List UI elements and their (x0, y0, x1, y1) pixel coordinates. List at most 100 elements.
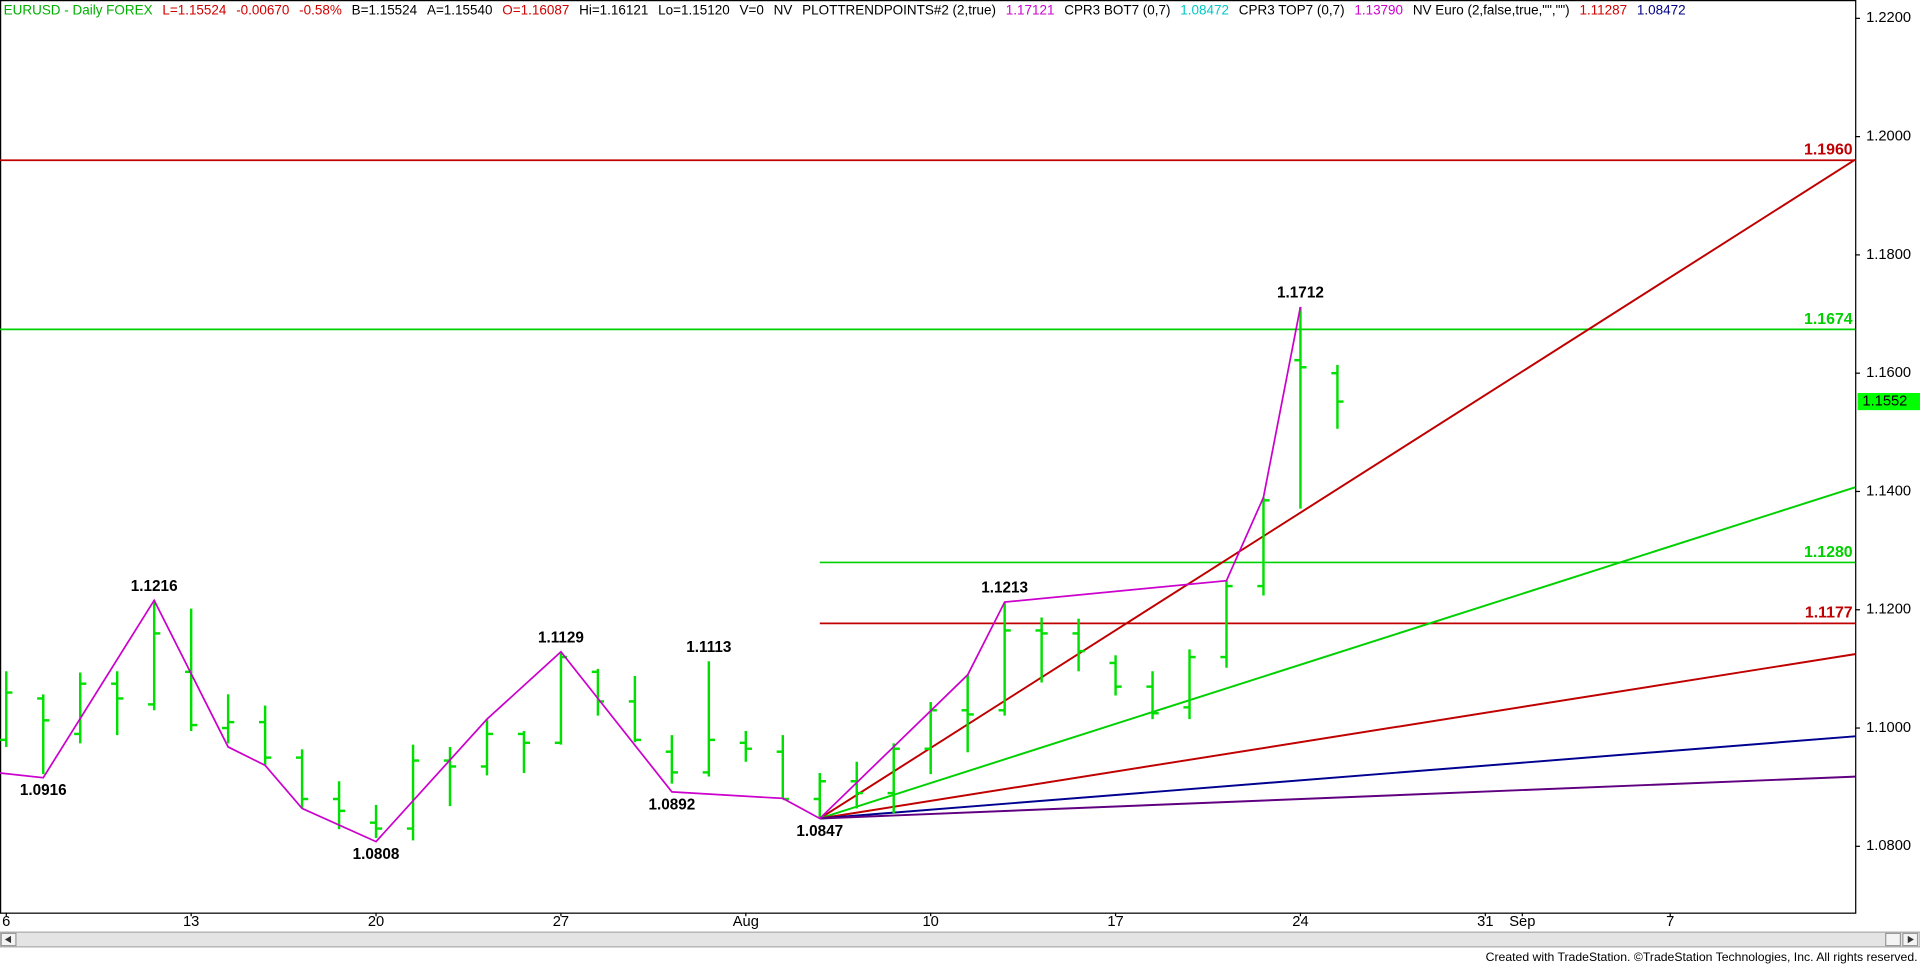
ohlc-bar (702, 661, 715, 777)
x-tick-label: 7 (1666, 914, 1674, 930)
level-label: 1.1280 (1804, 544, 1853, 561)
x-tick-label: 31 (1477, 914, 1493, 930)
trend-line (819, 486, 1856, 820)
header-item: -0.58% (299, 3, 342, 18)
plot-frame (0, 0, 1857, 914)
ohlc-bar (406, 744, 420, 841)
header-item: 1.13790 (1354, 3, 1403, 18)
ohlc-bar (1257, 497, 1270, 596)
ohlc-bar (295, 749, 309, 809)
ohlc-bar (998, 602, 1011, 716)
y-tick-label: 1.1800 (1866, 247, 1911, 263)
scrollbar[interactable] (0, 931, 1920, 948)
ohlc-bar (258, 705, 272, 766)
x-tick-label: Aug (733, 914, 759, 930)
trend-line (819, 735, 1856, 820)
ohlc-bar (1183, 649, 1196, 720)
ohlc-bar (1146, 671, 1159, 720)
y-tick-label: 1.2200 (1866, 10, 1911, 26)
trend-line (819, 775, 1856, 820)
header-item: V=0 (740, 3, 764, 18)
ohlc-bar (850, 761, 863, 809)
y-tick-label: 1.1000 (1866, 720, 1911, 736)
y-tick-label: 1.1600 (1866, 365, 1911, 381)
header-item: Hi=1.16121 (579, 3, 648, 18)
ohlc-bar (111, 671, 124, 736)
ohlc-bar (813, 772, 826, 819)
ohlc-bar (332, 781, 346, 830)
last-price-label: 1.1552 (1862, 393, 1907, 409)
ohlc-bar (1109, 655, 1122, 696)
header-item: 1.08472 (1180, 3, 1229, 18)
x-tick-label: 6 (2, 914, 10, 930)
scroll-track[interactable] (0, 931, 1920, 948)
y-tick-label: 1.1400 (1866, 483, 1911, 499)
x-tick-label: 13 (183, 914, 199, 930)
trend-line (819, 158, 1856, 820)
trend-line (819, 653, 1856, 820)
ohlc-bar (887, 743, 900, 814)
level-label: 1.1960 (1804, 142, 1853, 159)
footer: Created with TradeStation. ©TradeStation… (1486, 950, 1918, 964)
level-label: 1.1177 (1805, 605, 1853, 622)
swing-label: 1.0847 (796, 823, 843, 840)
ohlc-bar (739, 730, 752, 762)
header-item: 1.08472 (1637, 3, 1686, 18)
last-price-box (1857, 392, 1920, 411)
scroll-left-end[interactable] (1885, 932, 1902, 947)
header-item: EURUSD - Daily FOREX (4, 3, 153, 18)
plot-area (0, 158, 1856, 843)
ohlc-bar (1072, 618, 1085, 672)
arrow-icon (4, 935, 12, 944)
header-item: A=1.15540 (427, 3, 493, 18)
header-item: B=1.15524 (352, 3, 418, 18)
x-tick-label: 24 (1292, 914, 1308, 930)
ohlc-bar (222, 694, 235, 744)
ohlc-bar (1331, 364, 1344, 429)
y-tick-label: 1.2000 (1866, 128, 1911, 144)
x-tick-label: 20 (368, 914, 384, 930)
x-tick-label: Sep (1509, 914, 1535, 930)
ohlc-bar (628, 675, 642, 743)
swing-label: 1.0916 (20, 782, 67, 799)
ohlc-bar (1035, 617, 1048, 683)
ohlc-bar (665, 735, 678, 784)
swing-line (0, 306, 1302, 843)
header-item: L=1.15524 (162, 3, 227, 18)
level-label: 1.1674 (1804, 311, 1853, 328)
header-item: O=1.16087 (502, 3, 569, 18)
swing-label: 1.1129 (538, 629, 584, 646)
swing-label: 1.1213 (981, 580, 1028, 597)
header-item: 1.17121 (1006, 3, 1055, 18)
ohlc-bar (74, 672, 87, 744)
header-item: PLOTTRENDPOINTS#2 (2,true) (802, 3, 996, 18)
header-item: 1.11287 (1579, 3, 1627, 18)
swing-label: 1.1113 (686, 639, 731, 656)
swing-label: 1.1712 (1277, 285, 1324, 302)
header-item: NV Euro (2,false,true,"","") (1413, 3, 1570, 18)
ohlc-bar (369, 804, 383, 839)
ohlc-bar (1220, 580, 1233, 668)
header-item: NV (774, 3, 793, 18)
x-tick-label: 10 (923, 914, 939, 930)
swing-label: 1.0808 (353, 846, 400, 863)
ohlc-bar (961, 674, 974, 753)
ohlc-bar (37, 694, 50, 775)
header-item: CPR3 TOP7 (0,7) (1239, 3, 1345, 18)
header-item: -0.00670 (236, 3, 289, 18)
ohlc-bar (517, 730, 531, 773)
x-tick-label: 17 (1107, 914, 1123, 930)
x-tick-label: 27 (553, 914, 569, 930)
ohlc-bar (0, 671, 13, 747)
swing-label: 1.0892 (648, 796, 695, 813)
y-tick-label: 1.1200 (1866, 602, 1911, 618)
swing-label: 1.1216 (131, 578, 178, 595)
ohlc-bar (1294, 306, 1307, 509)
ohlc-bar (480, 719, 494, 776)
ohlc-bar (148, 600, 161, 711)
header-item: CPR3 BOT7 (0,7) (1064, 3, 1170, 18)
header-item: Lo=1.15120 (658, 3, 730, 18)
